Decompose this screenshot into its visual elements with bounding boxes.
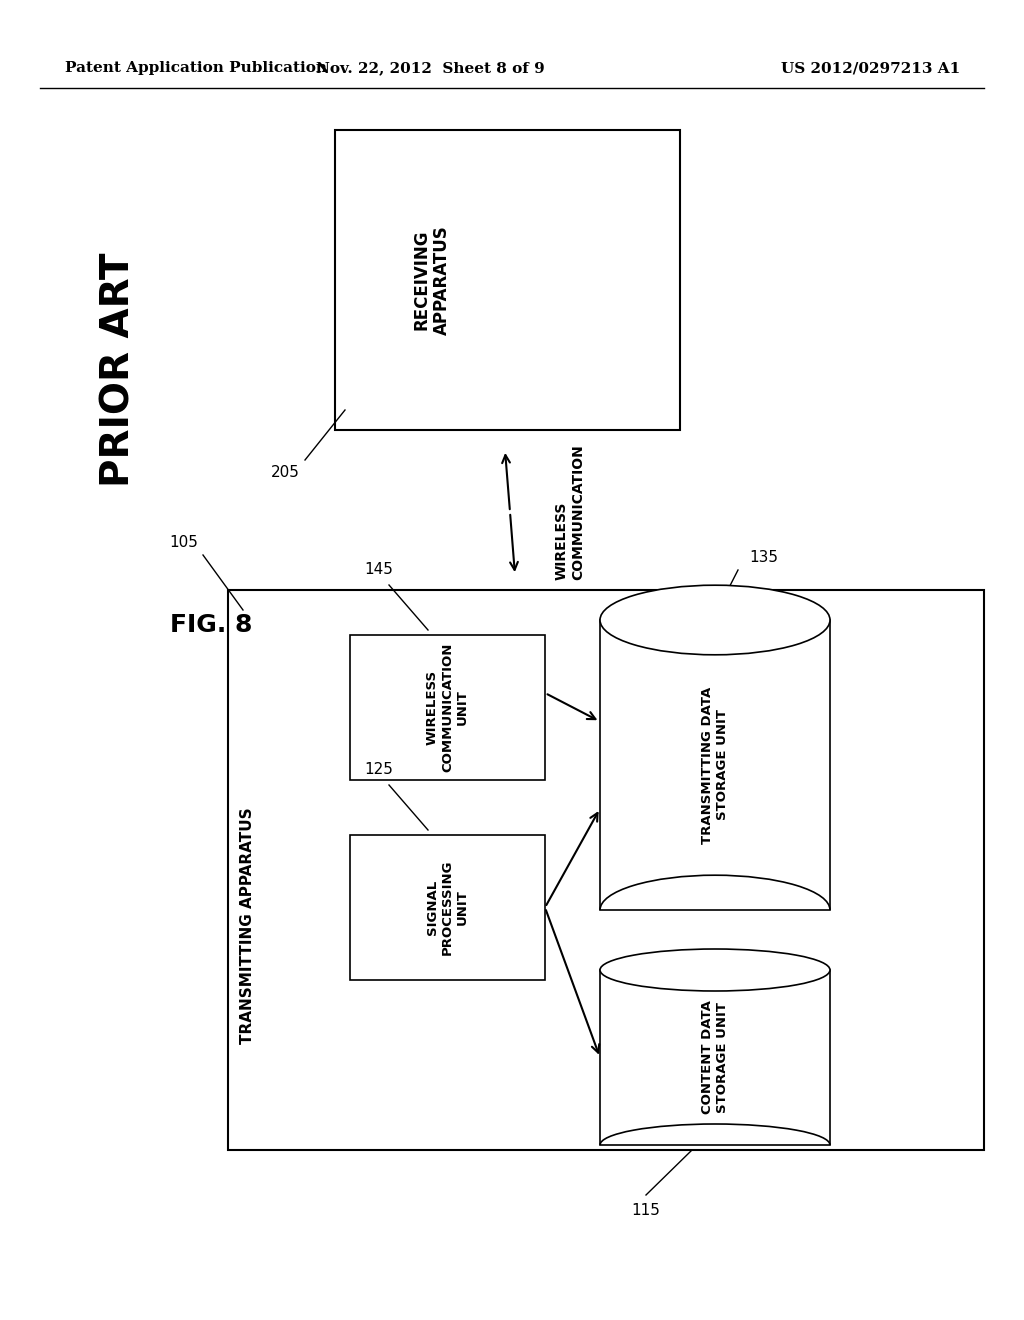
Bar [600, 620, 830, 909]
Text: FIG. 8: FIG. 8 [170, 612, 252, 638]
Text: 115: 115 [632, 1203, 660, 1218]
Text: 125: 125 [365, 762, 393, 777]
Bar [350, 836, 545, 979]
Text: WIRELESS
COMMUNICATION
UNIT: WIRELESS COMMUNICATION UNIT [426, 643, 469, 772]
Bar [350, 635, 545, 780]
Bar [600, 970, 830, 1144]
Ellipse shape [600, 585, 830, 655]
Text: 135: 135 [750, 550, 778, 565]
Text: WIRELESS
COMMUNICATION: WIRELESS COMMUNICATION [555, 444, 585, 579]
Text: RECEIVING
APPARATUS: RECEIVING APPARATUS [413, 226, 451, 335]
Text: CONTENT DATA
STORAGE UNIT: CONTENT DATA STORAGE UNIT [701, 1001, 729, 1114]
Text: TRANSMITTING APPARATUS: TRANSMITTING APPARATUS [241, 808, 256, 1044]
Bar [335, 129, 680, 430]
Text: PRIOR ART: PRIOR ART [99, 252, 137, 487]
Text: Patent Application Publication: Patent Application Publication [65, 61, 327, 75]
Text: Nov. 22, 2012  Sheet 8 of 9: Nov. 22, 2012 Sheet 8 of 9 [315, 61, 545, 75]
Text: SIGNAL
PROCESSING
UNIT: SIGNAL PROCESSING UNIT [426, 859, 469, 956]
Bar [228, 590, 984, 1150]
Text: US 2012/0297213 A1: US 2012/0297213 A1 [780, 61, 961, 75]
Text: TRANSMITTING DATA
STORAGE UNIT: TRANSMITTING DATA STORAGE UNIT [701, 686, 729, 843]
Text: 145: 145 [365, 562, 393, 577]
Text: 105: 105 [169, 535, 198, 550]
Text: 205: 205 [271, 465, 300, 480]
Ellipse shape [600, 949, 830, 991]
